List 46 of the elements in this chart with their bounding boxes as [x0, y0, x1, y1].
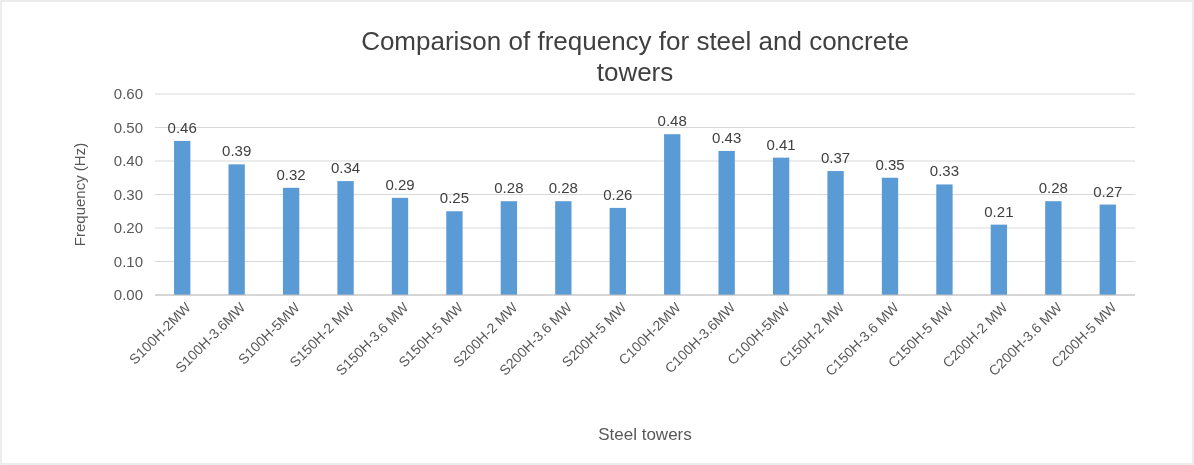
bar [446, 211, 463, 295]
data-label: 0.43 [712, 128, 742, 146]
bar [827, 171, 844, 295]
bar [881, 177, 899, 295]
data-label: 0.34 [330, 159, 361, 177]
data-label: 0.27 [1093, 182, 1123, 200]
chart-title: Comparison of frequency for steel and concrete towers [361, 26, 909, 87]
bar [772, 157, 790, 295]
bar [609, 207, 626, 295]
y-tick-label: 0.00 [113, 286, 143, 304]
data-label: 0.32 [276, 165, 306, 183]
data-label: 0.33 [929, 162, 960, 180]
data-label: 0.35 [875, 155, 905, 173]
y-tick-label: 0.40 [113, 152, 143, 170]
data-label: 0.26 [603, 185, 633, 203]
y-tick-label: 0.10 [113, 252, 143, 270]
y-axis-title: Frequency (Hz) [71, 142, 88, 247]
data-label: 0.28 [1038, 179, 1068, 197]
bar [174, 140, 191, 295]
bar [555, 201, 572, 295]
x-axis-title: Steel towers [598, 425, 692, 444]
bar [500, 201, 518, 295]
bar [936, 184, 953, 295]
y-tick-label: 0.20 [113, 219, 143, 237]
bar [990, 224, 1008, 295]
data-label: 0.28 [494, 179, 524, 197]
bar [1099, 204, 1116, 295]
data-label: 0.28 [548, 179, 578, 197]
data-label: 0.48 [657, 112, 687, 130]
data-label: 0.39 [222, 142, 252, 160]
y-tick-label: 0.60 [113, 85, 143, 103]
bar [282, 187, 300, 295]
bar [718, 150, 735, 295]
data-label: 0.37 [820, 149, 851, 167]
y-tick-label: 0.50 [113, 118, 143, 136]
data-label: 0.41 [766, 135, 796, 153]
data-label: 0.29 [385, 175, 415, 193]
bar [337, 181, 354, 295]
bar [391, 197, 409, 295]
data-label: 0.25 [439, 189, 470, 207]
bar [228, 164, 245, 295]
bar [664, 134, 681, 295]
data-label: 0.46 [167, 118, 197, 136]
bar [1045, 201, 1062, 295]
y-tick-label: 0.30 [113, 185, 143, 203]
data-label: 0.21 [984, 202, 1014, 220]
